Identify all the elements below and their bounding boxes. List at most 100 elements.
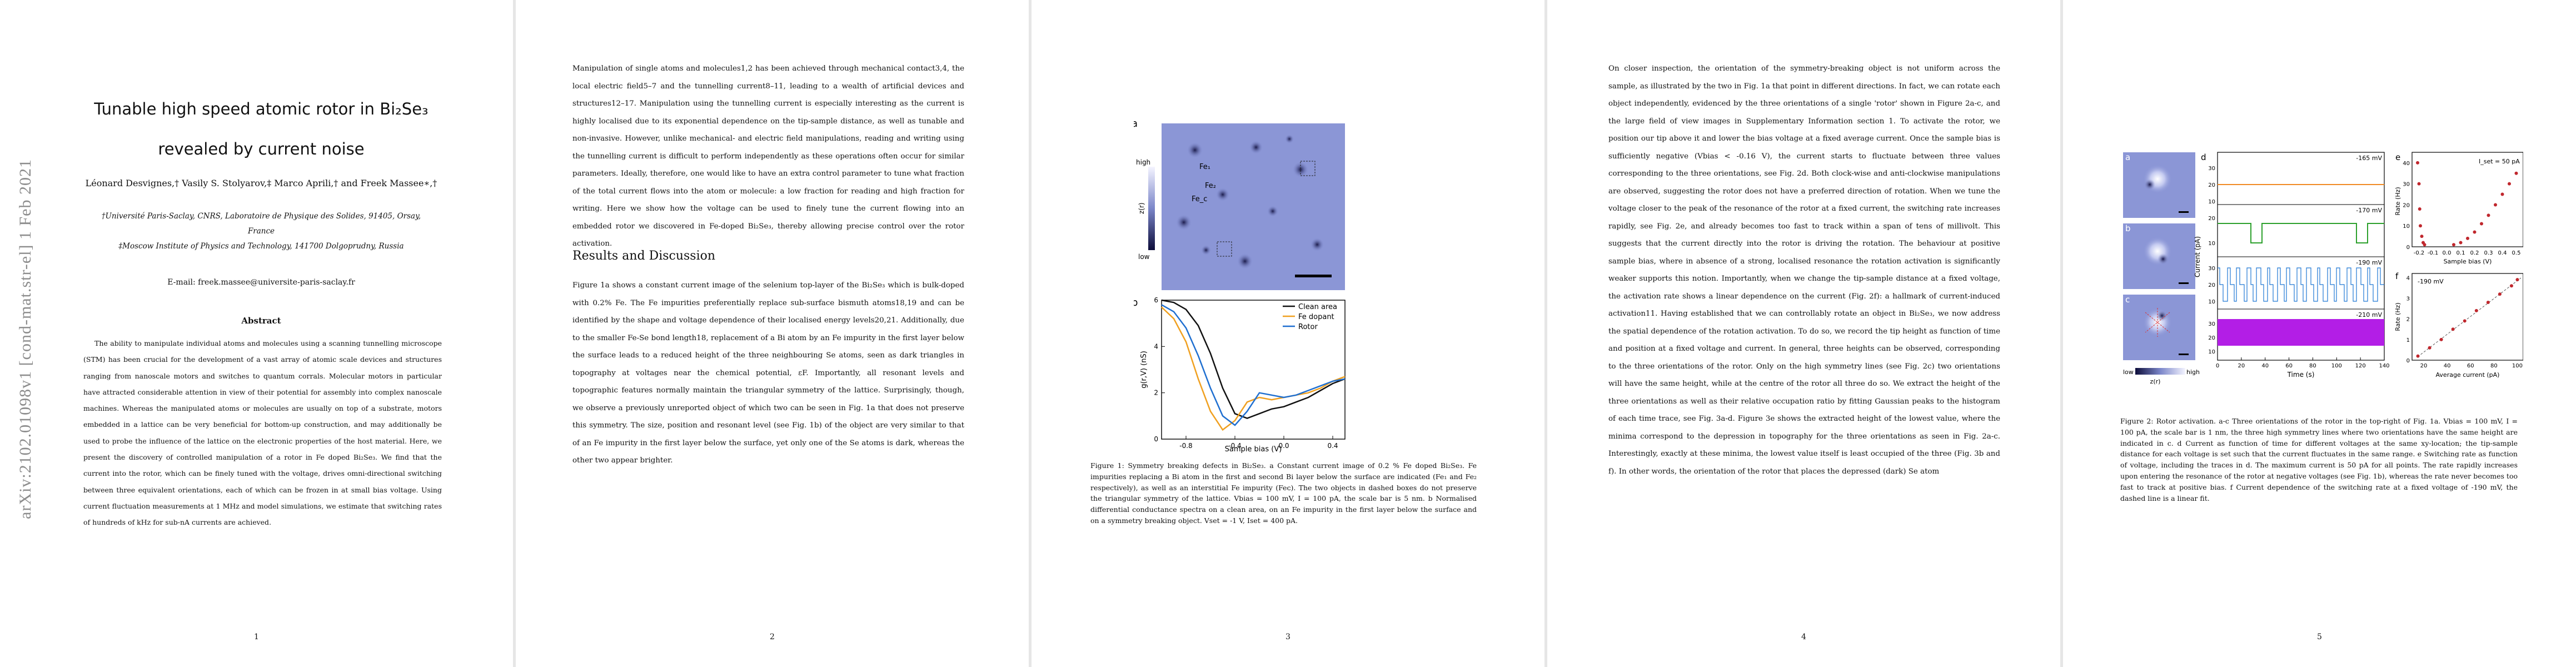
y-tick-label: 4 — [2406, 275, 2410, 281]
data-point — [2500, 192, 2504, 196]
y-tick-label: 0 — [2406, 358, 2410, 364]
x-tick-label: 40 — [2444, 363, 2451, 369]
d-x-axis-label: Time (s) — [2287, 371, 2315, 379]
data-point — [2452, 243, 2455, 247]
x-tick-label: 0.0 — [1278, 442, 1289, 450]
x-tick-label: -0.4 — [1228, 442, 1241, 450]
page-number: 5 — [2317, 633, 2322, 641]
colorbar-high: high — [1136, 158, 1150, 166]
series-line-1 — [1161, 306, 1346, 431]
figure-2: a b c low high z(r) d -165 mV -170 mV -1… — [2123, 152, 2523, 385]
panel-label-a: a — [2125, 152, 2130, 162]
legend: Clean area Fe dopant Rotor — [1283, 303, 1337, 331]
x-tick-label: -0.1 — [2428, 250, 2439, 256]
title-line-1: Tunable high speed atomic rotor in Bi₂Se… — [94, 99, 428, 118]
trace-line — [2218, 267, 2384, 302]
data-point — [2473, 230, 2477, 234]
colorbar-low: low — [2123, 369, 2134, 376]
e-y-axis-label: Rate (Hz) — [2394, 187, 2401, 215]
panel-label-e: e — [2395, 152, 2400, 162]
spectra-plot: -0.8 -0.4 0.0 0.4 0 2 4 6 Clean area Fe dopant … — [1140, 296, 1346, 453]
colorbar-low: low — [1138, 253, 1150, 261]
data-point — [2486, 301, 2490, 304]
x-tick-label: 0.0 — [2443, 250, 2452, 256]
colorbar-label: z(r) — [1138, 202, 1145, 214]
voltage-label: -190 mV — [2356, 259, 2382, 266]
panel-label-b: b — [2125, 223, 2131, 233]
figure-2-caption: Figure 2: Rotor activation. a-c Three or… — [2120, 417, 2518, 502]
x-tick-label: 0.1 — [2457, 250, 2465, 256]
panel-label-c: c — [2125, 295, 2130, 305]
x-tick-label: -0.2 — [2414, 250, 2425, 256]
y-tick-label: 20 — [2208, 216, 2215, 222]
x-tick-label: 0.4 — [2498, 250, 2507, 256]
panel-label-b: b — [1134, 297, 1138, 308]
legend-fe: Fe dopant — [1298, 313, 1334, 321]
data-point — [2420, 235, 2424, 238]
x-tick-label: 140 — [2379, 363, 2389, 369]
topograph-defects — [1176, 135, 1324, 269]
data-point — [2509, 284, 2513, 288]
topograph-b: b — [2123, 223, 2195, 289]
y-tick-label: 20 — [2403, 202, 2410, 208]
scale-bar — [1295, 275, 1332, 277]
topograph-a: a — [2123, 152, 2195, 218]
plot-frame — [1161, 300, 1346, 440]
y-tick-label: 1 — [2406, 337, 2410, 344]
x-tick-label: 40 — [2261, 363, 2269, 369]
panel-label-f: f — [2395, 271, 2399, 281]
x-tick-label: 0.5 — [2512, 250, 2521, 256]
colorbar — [2135, 368, 2185, 375]
figure-1: a Fe₁ Fe₂ Fe_c high low z(r) b -0.8 -0.4 0… — [1134, 118, 1346, 453]
affiliation-line: †Université Paris-Saclay, CNRS, Laborato… — [101, 212, 421, 221]
colorbar — [1148, 167, 1155, 250]
page-1: arXiv:2102.01098v1 [cond-mat.str-el] 1 F… — [0, 0, 513, 667]
y-tick-label: 20 — [2208, 282, 2215, 288]
data-point — [2498, 292, 2502, 296]
y-tick-label: 30 — [2403, 182, 2410, 188]
rotor-box — [1300, 161, 1316, 176]
x-tick-label: 20 — [2238, 363, 2245, 369]
abstract-text: The ability to manipulate individual ato… — [83, 339, 442, 527]
data-point — [2474, 308, 2478, 312]
data-point — [2416, 354, 2420, 358]
data-point — [2416, 161, 2419, 165]
page-3: 3 — [1032, 0, 1544, 667]
y-tick-label: 10 — [2208, 299, 2215, 305]
data-point — [2480, 222, 2483, 226]
y-tick-label: 20 — [2208, 182, 2215, 188]
fe1-label: Fe₁ — [1199, 163, 1210, 171]
y-tick-label: 10 — [2403, 223, 2410, 230]
f-y-axis-label: Rate (Hz) — [2394, 302, 2401, 331]
e-setpoint-label: I_set = 50 pA — [2479, 158, 2520, 165]
data-point — [2418, 207, 2421, 211]
y-tick-label: 40 — [2403, 161, 2410, 167]
page-number: 2 — [770, 633, 775, 641]
data-point — [2451, 327, 2455, 331]
data-point — [2515, 278, 2519, 282]
x-tick-label: 0.3 — [2484, 250, 2493, 256]
page-4: On closer inspection, the orientation of… — [1547, 0, 2060, 667]
x-tick-label: 0.2 — [2470, 250, 2479, 256]
x-tick-label: 60 — [2467, 363, 2474, 369]
y-tick-label: 0 — [1154, 435, 1158, 443]
x-tick-label: 120 — [2355, 363, 2366, 369]
voltage-label: -165 mV — [2356, 155, 2382, 162]
y-tick-label: 10 — [2208, 241, 2215, 247]
page-number: 3 — [1285, 633, 1291, 641]
y-tick-label: 0 — [2406, 245, 2410, 251]
results-paragraph: Figure 1a shows a constant current image… — [572, 281, 964, 465]
data-point — [2417, 182, 2421, 186]
voltage-label: -170 mV — [2356, 207, 2382, 214]
fe2-label: Fe₂ — [1205, 182, 1216, 190]
x-tick-label: 100 — [2512, 363, 2523, 369]
x-tick-label: -0.8 — [1179, 442, 1192, 450]
paper-title: Tunable high speed atomic rotor in Bi₂Se… — [67, 89, 456, 169]
data-point — [2508, 182, 2511, 186]
y-tick-label: 2 — [1154, 389, 1158, 397]
x-tick-label: 80 — [2490, 363, 2498, 369]
trace-170mv — [2218, 223, 2384, 243]
x-axis-label: Sample bias (V) — [1225, 445, 1282, 453]
page-number: 4 — [1801, 633, 1806, 641]
y-tick-label: 30 — [2208, 166, 2215, 172]
